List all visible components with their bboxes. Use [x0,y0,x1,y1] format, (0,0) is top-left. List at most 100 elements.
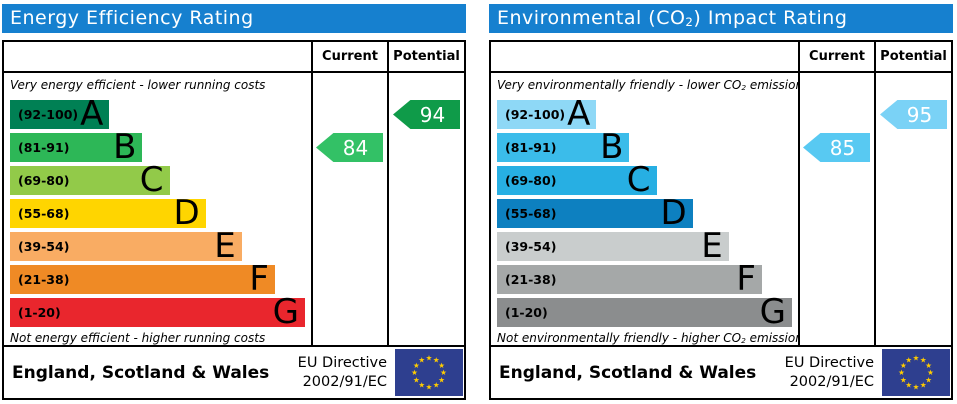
band-f: (21-38) F [10,262,275,296]
potential-rating-value: 94 [419,102,446,127]
header-blank-cell [4,42,311,73]
eu-directive-line1: EU Directive [784,355,874,372]
header-current: Current [311,42,387,73]
band-range: (21-38) [505,272,557,287]
band-range: (92-100) [18,107,79,122]
band-g: (1-20) G [10,292,305,332]
svg-text:★: ★ [925,375,932,384]
band-c: (69-80) C [10,160,170,200]
table-footer: England, Scotland & Wales EU Directive 2… [4,345,464,398]
rating-scale: Very energy efficient - lower running co… [4,73,311,345]
bottom-note: Not environmentally friendly - higher CO… [497,331,798,345]
band-letter: F [736,259,756,299]
current-rating-arrow: 84 [316,133,383,162]
energy-rating-table: Current Potential Very energy efficient … [2,40,466,400]
potential-rating-column: 94 [387,73,464,345]
band-letter: C [626,160,651,200]
band-range: (39-54) [505,239,557,254]
band-range: (1-20) [505,305,548,320]
eu-directive-line2: 2002/91/EC [302,373,387,390]
co2-impact-title: Environmental (CO2) Impact Rating [489,4,953,33]
svg-text:★: ★ [426,383,433,392]
band-letter: G [272,292,299,332]
band-range: (55-68) [505,206,557,221]
band-c: (69-80) C [497,160,657,200]
bottom-note-subscript: 2 [741,336,746,345]
band-letter: E [214,226,236,266]
band-b: (81-91) B [10,127,143,167]
region-label: England, Scotland & Wales [499,362,757,383]
table-footer: England, Scotland & Wales EU Directive 2… [491,345,951,398]
svg-text:★: ★ [433,356,440,365]
top-note-text: Very energy efficient - lower running co… [10,78,266,92]
eu-flag: ★ ★ ★ ★ ★ ★ ★ ★ ★ ★ ★ ★ [395,349,463,396]
header-blank-cell [491,42,798,73]
band-b: (81-91) B [497,127,630,167]
band-range: (39-54) [18,239,70,254]
svg-text:★: ★ [913,383,920,392]
svg-text:★: ★ [438,375,445,384]
svg-text:★: ★ [905,381,912,390]
band-row-a: (92-100) A [10,97,311,133]
svg-text:★: ★ [927,368,934,377]
svg-text:★: ★ [438,361,445,370]
svg-text:★: ★ [925,361,932,370]
band-row-e: (39-54) E [10,226,311,266]
band-d: (55-68) D [10,196,206,230]
svg-text:★: ★ [913,354,920,363]
bottom-note-text: Not energy efficient - higher running co… [10,331,266,345]
band-row-f: (21-38) F [10,262,311,298]
header-current: Current [798,42,874,73]
rating-bands: (92-100) A (81-91) B (69-80) C (55-68) D (39… [497,97,798,331]
current-rating-column: 85 [798,73,874,345]
band-range: (69-80) [505,173,557,188]
svg-text:★: ★ [433,381,440,390]
band-a: (92-100) A [497,97,597,131]
band-row-c: (69-80) C [10,160,311,200]
svg-text:★: ★ [900,375,907,384]
eu-flag: ★ ★ ★ ★ ★ ★ ★ ★ ★ ★ ★ ★ [882,349,950,396]
svg-text:★: ★ [411,368,418,377]
band-letter: B [113,127,137,167]
band-letter: D [660,193,687,233]
band-a: (92-100) A [10,97,110,131]
band-range: (92-100) [505,107,566,122]
band-row-d: (55-68) D [497,193,798,233]
potential-rating-column: 95 [874,73,951,345]
band-letter: B [600,127,624,167]
band-row-f: (21-38) F [497,259,798,299]
band-row-c: (69-80) C [497,160,798,200]
title-text: Energy Efficiency Rating [10,7,254,29]
band-range: (81-91) [18,140,70,155]
svg-text:★: ★ [898,368,905,377]
svg-text:★: ★ [440,368,447,377]
co2-rating-table: Current Potential Very environmentally f… [489,40,953,400]
current-rating-value: 85 [829,135,856,160]
band-row-e: (39-54) E [497,229,798,265]
header-potential: Potential [874,42,951,73]
bottom-note-text: Not environmentally friendly - higher CO [497,331,742,345]
bottom-note-tail: emissions [749,331,798,345]
potential-rating-arrow: 95 [880,100,947,129]
band-range: (21-38) [18,272,70,287]
top-note: Very energy efficient - lower running co… [10,78,311,97]
eu-directive-line1: EU Directive [297,355,387,372]
band-row-a: (92-100) A [497,97,798,133]
band-row-g: (1-20) G [10,292,311,332]
eu-directive-label: EU Directive 2002/91/EC [785,354,874,390]
band-range: (1-20) [18,305,61,320]
svg-text:★: ★ [920,381,927,390]
band-range: (81-91) [505,140,557,155]
top-note: Very environmentally friendly - lower CO… [497,78,798,97]
band-e: (39-54) E [10,226,242,266]
eu-directive-line2: 2002/91/EC [789,373,874,390]
current-rating-arrow: 85 [803,133,870,162]
band-e: (39-54) E [497,229,729,263]
band-letter: C [139,160,164,200]
region-label: England, Scotland & Wales [12,362,270,383]
svg-text:★: ★ [426,354,433,363]
top-note-text: Very environmentally friendly - lower CO [497,78,742,92]
potential-rating-value: 95 [906,102,933,127]
band-f: (21-38) F [497,259,762,299]
